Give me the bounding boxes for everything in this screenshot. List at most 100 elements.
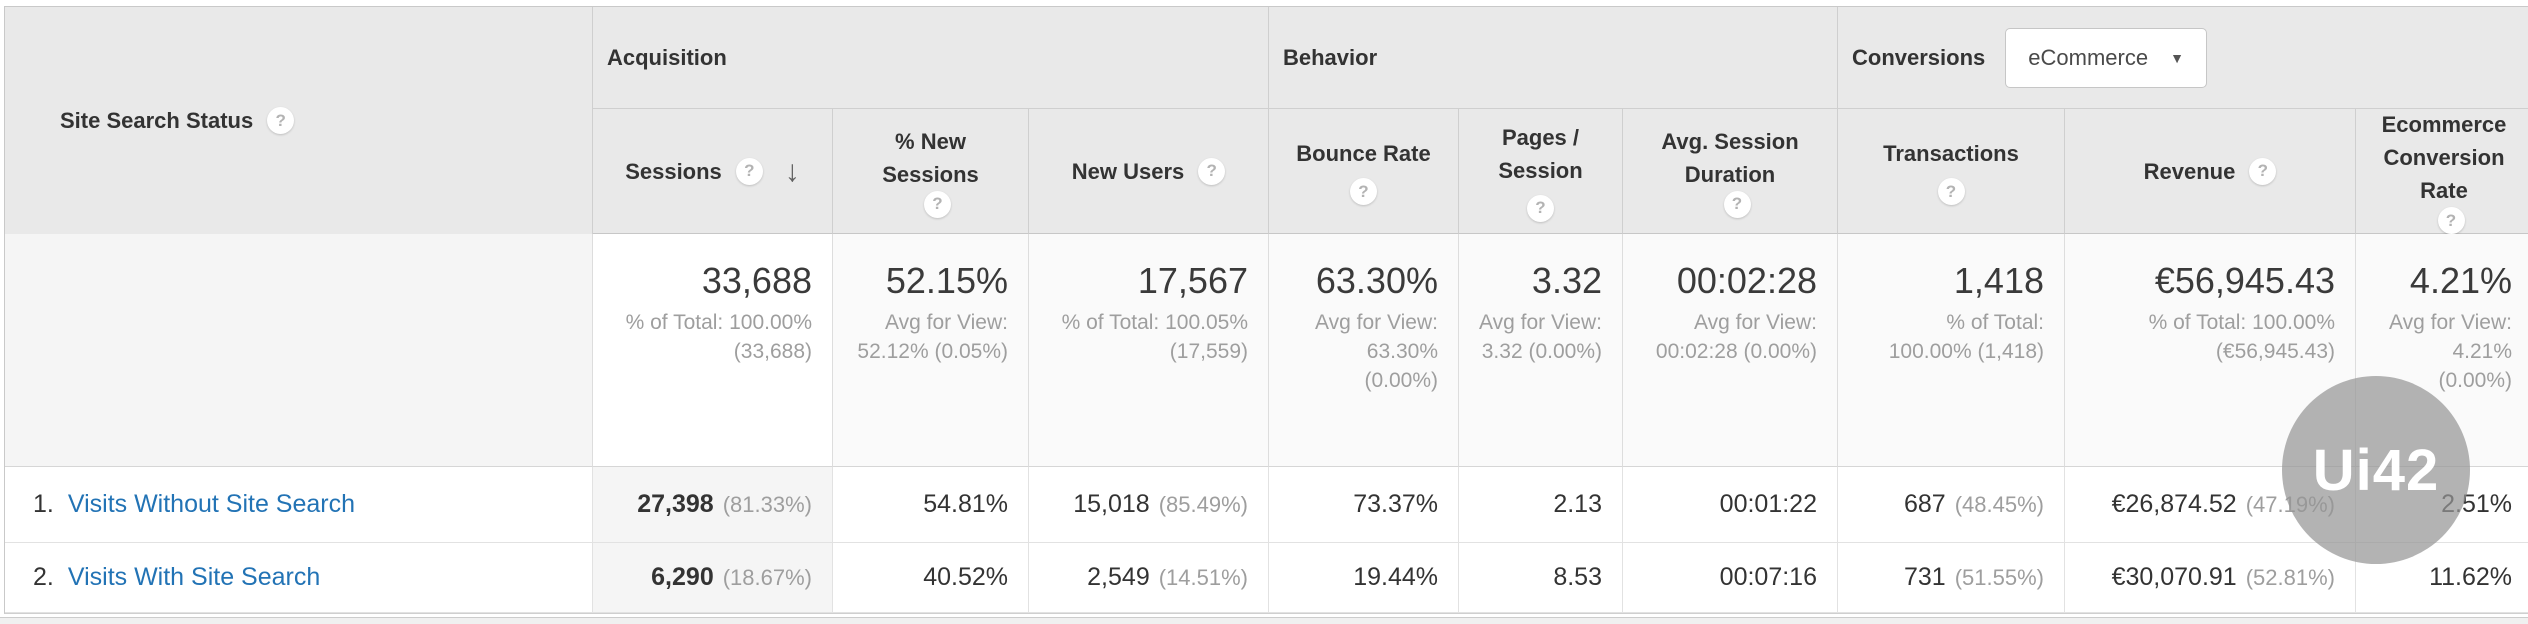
bounce-rate-cell: 73.37% <box>1269 467 1459 543</box>
totals-pct-new-sessions-cell: 52.15% Avg for View: 52.12% (0.05%) <box>833 234 1029 467</box>
total-subtext: % of Total: 100.05% (17,559) <box>1061 311 1248 364</box>
totals-revenue-cell: €56,945.43 % of Total: 100.00% (€56,945.… <box>2065 234 2356 467</box>
column-header-revenue[interactable]: Revenue ? <box>2065 109 2356 234</box>
metric-share: (81.33%) <box>722 491 812 517</box>
help-icon[interactable]: ? <box>924 190 951 218</box>
help-icon[interactable]: ? <box>1350 178 1377 205</box>
metric-share: (18.67%) <box>722 564 812 590</box>
help-icon[interactable]: ? <box>267 107 295 134</box>
table-row-dimension: 1. Visits Without Site Search <box>5 467 593 543</box>
total-value: 3.32 <box>1531 260 1602 301</box>
total-value: 52.15% <box>885 260 1008 301</box>
dimension-link[interactable]: Visits Without Site Search <box>67 490 356 518</box>
avg-session-duration-cell: 00:01:22 <box>1623 467 1838 543</box>
sort-descending-icon[interactable]: ↓ <box>784 154 800 188</box>
new-users-cell: 15,018 (85.49%) <box>1029 467 1269 543</box>
totals-bounce-rate-cell: 63.30% Avg for View: 63.30% (0.00%) <box>1269 234 1459 467</box>
help-icon[interactable]: ? <box>2249 157 2277 185</box>
total-subtext: Avg for View: 00:02:28 (0.00%) <box>1655 311 1817 364</box>
total-value: 17,567 <box>1137 260 1248 301</box>
sessions-cell: 6,290 (18.67%) <box>593 543 833 613</box>
total-value: 63.30% <box>1315 260 1438 301</box>
totals-dimension-cell <box>5 234 593 467</box>
row-index: 2. <box>33 563 54 591</box>
help-icon[interactable]: ? <box>735 157 763 185</box>
help-icon[interactable]: ? <box>1198 157 1226 185</box>
total-value: 1,418 <box>1953 260 2044 301</box>
column-header-ecommerce-conversion-rate[interactable]: Ecommerce Conversion Rate ? <box>2356 109 2528 234</box>
column-header-pages-per-session[interactable]: Pages / Session ? <box>1459 109 1623 234</box>
metric-value: 00:07:16 <box>1719 563 1817 591</box>
total-value: 33,688 <box>701 260 812 301</box>
column-header-new-users[interactable]: New Users ? <box>1029 109 1269 234</box>
metric-value: 40.52% <box>923 563 1008 591</box>
column-header-avg-session-duration[interactable]: Avg. Session Duration ? <box>1623 109 1838 234</box>
column-header-pct-new-sessions[interactable]: % New Sessions ? <box>833 109 1029 234</box>
metric-value: 11.62% <box>2429 563 2512 591</box>
totals-transactions-cell: 1,418 % of Total: 100.00% (1,418) <box>1838 234 2065 467</box>
help-icon[interactable]: ? <box>1937 178 1965 205</box>
total-value: €56,945.43 <box>2154 260 2335 301</box>
total-subtext: Avg for View: 4.21% (0.00%) <box>2389 311 2512 393</box>
bounce-rate-cell: 19.44% <box>1269 543 1459 613</box>
metric-share: (51.55%) <box>1954 564 2044 590</box>
column-header-transactions[interactable]: Transactions ? <box>1838 109 2065 234</box>
column-header-sessions[interactable]: Sessions ? ↓ <box>593 109 833 234</box>
table-row-dimension: 2. Visits With Site Search <box>5 543 593 613</box>
totals-ecommerce-conversion-rate-cell: 4.21% Avg for View: 4.21% (0.00%) <box>2356 234 2528 467</box>
column-label: Bounce Rate <box>1296 141 1431 166</box>
metric-value: 731 <box>1904 563 1946 591</box>
total-subtext: Avg for View: 63.30% (0.00%) <box>1315 311 1438 393</box>
metric-value: 6,290 <box>651 563 714 591</box>
column-label: Revenue <box>2143 158 2236 184</box>
metric-value: 2,549 <box>1087 563 1150 591</box>
help-icon[interactable]: ? <box>1723 190 1751 218</box>
column-label: Sessions <box>625 158 722 184</box>
dimension-link[interactable]: Visits With Site Search <box>67 563 321 591</box>
metric-share: (14.51%) <box>1158 564 1248 590</box>
ecommerce-conversion-rate-cell: 11.62% <box>2356 543 2528 613</box>
help-icon[interactable]: ? <box>2437 207 2465 234</box>
group-header-behavior: Behavior <box>1269 7 1838 109</box>
column-label: Ecommerce Conversion Rate <box>2381 112 2507 203</box>
pages-per-session-cell: 8.53 <box>1459 543 1623 613</box>
total-subtext: % of Total: 100.00% (€56,945.43) <box>2148 311 2335 364</box>
group-header-acquisition: Acquisition <box>593 7 1269 109</box>
metric-value: 19.44% <box>1353 563 1438 591</box>
transactions-cell: 687 (48.45%) <box>1838 467 2065 543</box>
chevron-down-icon: ▼ <box>2170 49 2184 66</box>
totals-sessions-cell: 33,688 % of Total: 100.00% (33,688) <box>593 234 833 467</box>
dimension-column-header[interactable]: Site Search Status ? <box>5 7 593 234</box>
total-subtext: Avg for View: 52.12% (0.05%) <box>857 311 1008 364</box>
metric-value: 54.81% <box>923 490 1008 518</box>
row-index: 1. <box>33 490 54 518</box>
metric-value: 2.51% <box>2441 490 2512 518</box>
metric-value: €26,874.52 <box>2111 490 2237 518</box>
column-header-bounce-rate[interactable]: Bounce Rate ? <box>1269 109 1459 234</box>
revenue-cell: €30,070.91 (52.81%) <box>2065 543 2356 613</box>
metric-value: 15,018 <box>1073 490 1150 518</box>
avg-session-duration-cell: 00:07:16 <box>1623 543 1838 613</box>
site-search-status-table: Site Search Status ? Acquisition Behavio… <box>4 6 2528 614</box>
total-subtext: Avg for View: 3.32 (0.00%) <box>1479 311 1602 364</box>
column-label: Pages / Session <box>1498 124 1583 183</box>
column-label: Avg. Session Duration <box>1661 128 1799 187</box>
pages-per-session-cell: 2.13 <box>1459 467 1623 543</box>
metric-value: 00:01:22 <box>1719 490 1817 518</box>
column-label: New Users <box>1071 158 1185 184</box>
metric-share: (52.81%) <box>2245 564 2335 590</box>
ecommerce-conversion-rate-cell: 2.51% <box>2356 467 2528 543</box>
dimension-header-label: Site Search Status <box>60 107 254 133</box>
conversions-goal-selector[interactable]: eCommerce ▼ <box>2005 27 2207 88</box>
metric-value: 73.37% <box>1353 490 1438 518</box>
total-value: 00:02:28 <box>1676 260 1817 301</box>
sessions-cell: 27,398 (81.33%) <box>593 467 833 543</box>
transactions-cell: 731 (51.55%) <box>1838 543 2065 613</box>
metric-share: (85.49%) <box>1158 491 1248 517</box>
help-icon[interactable]: ? <box>1527 194 1554 222</box>
group-label: Acquisition <box>607 44 727 70</box>
total-subtext: % of Total: 100.00% (33,688) <box>625 311 812 364</box>
table-footer-strip <box>0 617 2528 624</box>
total-subtext: % of Total: 100.00% (1,418) <box>1888 311 2044 364</box>
totals-new-users-cell: 17,567 % of Total: 100.05% (17,559) <box>1029 234 1269 467</box>
